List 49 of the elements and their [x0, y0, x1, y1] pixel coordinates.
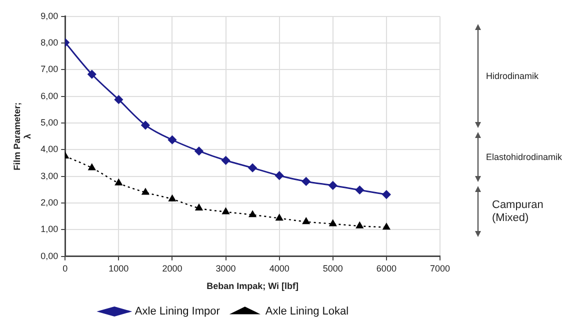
- text: Campuran (Mixed): [492, 198, 544, 224]
- point: [302, 218, 310, 224]
- y-tick-label: 7,00: [40, 64, 58, 74]
- point: [382, 190, 391, 199]
- point: [141, 120, 150, 130]
- point: [115, 178, 122, 186]
- x-tick-label: 6000: [376, 263, 396, 274]
- y-tick-label: 0,00: [40, 250, 58, 261]
- legend-label: Axle Lining Lokal: [265, 306, 349, 318]
- x-axis-title: Beban Impak; Wi [lbf]: [206, 281, 299, 292]
- point: [168, 136, 176, 144]
- y-tick-label: 4,00: [40, 144, 58, 154]
- point: [88, 164, 96, 170]
- point: [114, 95, 123, 104]
- point: [329, 220, 337, 226]
- y-tick-label: 9,00: [40, 10, 58, 21]
- point: [222, 208, 230, 214]
- point: [275, 171, 284, 180]
- text: Elastohidrodinamik: [486, 152, 562, 162]
- point: [328, 181, 338, 190]
- point: [88, 70, 96, 79]
- point: [142, 188, 150, 195]
- y-tick-label: 6,00: [40, 90, 58, 101]
- x-tick-label: 2000: [162, 263, 182, 274]
- text: Hidrodinamik: [486, 71, 539, 81]
- y-tick-label: 8,00: [40, 38, 58, 48]
- point: [248, 210, 256, 218]
- y-tick-label: 1,00: [40, 224, 58, 234]
- point: [355, 186, 364, 194]
- point: [382, 223, 390, 230]
- point: [222, 156, 230, 165]
- x-tick-label: 5000: [322, 263, 343, 274]
- y-tick-label: 3,00: [40, 170, 58, 181]
- x-tick-label: 1000: [108, 263, 129, 274]
- y-tick-label: 5,00: [40, 118, 58, 128]
- x-tick-label: 3000: [216, 263, 236, 274]
- x-tick-label: 0: [62, 263, 68, 274]
- point: [168, 194, 176, 202]
- x-tick-label: 7000: [430, 263, 450, 274]
- y-tick-label: 2,00: [40, 198, 58, 208]
- y-axis-title: Film Parameter; λ: [12, 102, 33, 170]
- point: [356, 222, 364, 228]
- point: [302, 177, 310, 186]
- point: [276, 214, 283, 221]
- point: [248, 164, 257, 172]
- point: [194, 146, 204, 156]
- legend-label: Axle Lining Impor: [134, 306, 220, 318]
- x-tick-label: 4000: [269, 263, 290, 274]
- point: [195, 204, 203, 210]
